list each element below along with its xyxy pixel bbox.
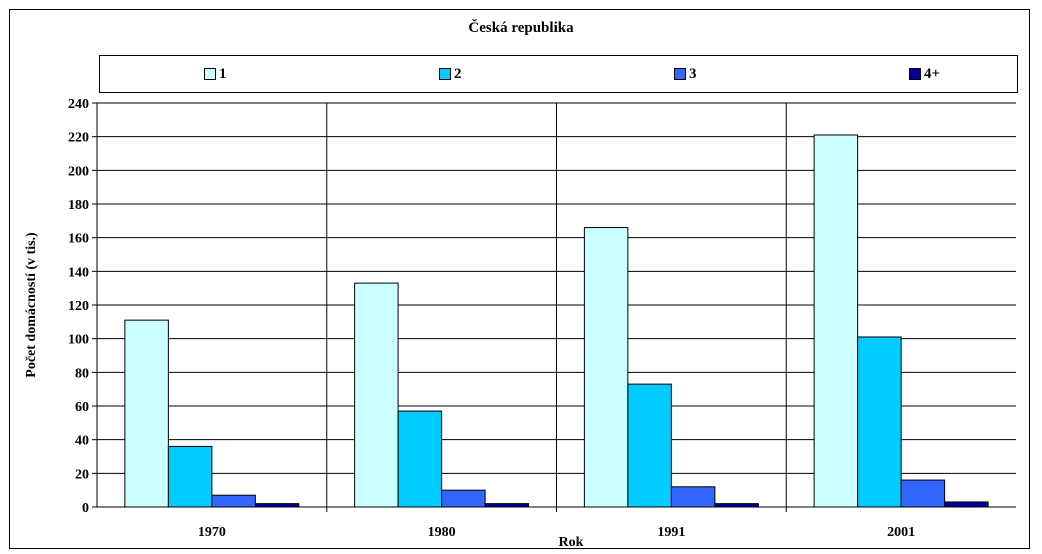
legend-swatch-1 [204, 68, 216, 80]
x-tick-label-1980: 1980 [428, 525, 456, 540]
bar-1991-series-1 [583, 227, 629, 508]
legend-swatch-3 [674, 68, 686, 80]
bar-1991-series-4+ [714, 503, 759, 508]
y-tick-label-200: 200 [68, 164, 89, 179]
y-tick-label-40: 40 [75, 434, 89, 449]
y-tick-label-60: 60 [75, 400, 89, 415]
legend-label-3: 3 [689, 65, 697, 82]
y-tick-label-220: 220 [68, 131, 89, 146]
legend-item-2: 2 [439, 66, 462, 82]
y-tick-label-160: 160 [68, 232, 89, 247]
y-tick-label-240: 240 [68, 97, 89, 112]
y-tick-label-180: 180 [68, 198, 89, 213]
bar-1980-series-1 [354, 282, 399, 508]
bar-1970-series-1 [124, 319, 169, 508]
legend-item-1: 1 [204, 66, 227, 82]
y-tick-label-140: 140 [68, 265, 89, 280]
y-tick-label-100: 100 [68, 333, 89, 348]
bar-2001-series-3 [900, 479, 946, 508]
x-axis-label: Rok [558, 535, 584, 550]
y-tick-label-80: 80 [75, 366, 89, 381]
x-tick-label-2001: 2001 [887, 525, 915, 540]
bar-1980-series-4+ [484, 503, 530, 508]
bar-1980-series-3 [441, 489, 486, 508]
legend-swatch-4 [909, 68, 921, 80]
x-tick-label-1991: 1991 [657, 525, 685, 540]
bar-1970-series-2 [167, 445, 213, 508]
bar-1970-series-3 [211, 494, 256, 508]
legend-swatch-2 [439, 68, 451, 80]
bar-1991-series-2 [627, 383, 672, 508]
bar-1970-series-4+ [254, 503, 300, 508]
legend-item-3: 3 [674, 66, 697, 82]
bar-2001-series-4+ [944, 501, 989, 508]
chart-title: Česká republika [468, 20, 574, 36]
bar-2001-series-2 [857, 336, 902, 508]
y-tick-label-0: 0 [82, 501, 89, 516]
legend-label-4: 4+ [924, 65, 941, 82]
bar-2001-series-1 [813, 134, 859, 508]
y-tick-label-20: 20 [75, 467, 89, 482]
legend-label-2: 2 [454, 65, 462, 82]
legend-item-4: 4+ [909, 66, 940, 82]
legend-label-1: 1 [219, 65, 227, 82]
y-tick-label-120: 120 [68, 299, 89, 314]
bar-1980-series-2 [397, 410, 443, 508]
x-tick-label-1970: 1970 [198, 525, 226, 540]
bar-1991-series-3 [670, 486, 716, 508]
legend: 1 2 3 4+ [99, 55, 1018, 93]
